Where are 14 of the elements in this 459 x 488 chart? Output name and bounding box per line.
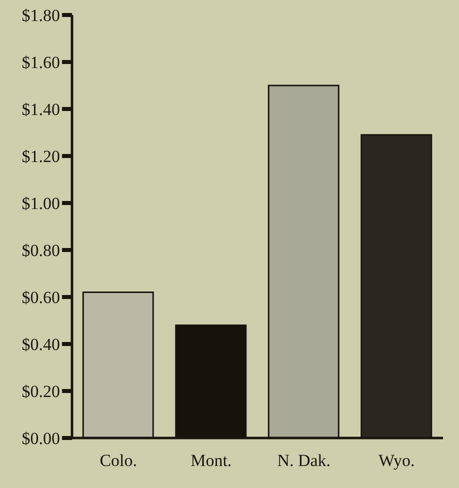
x-tick-label: Mont. xyxy=(190,451,232,470)
x-tick-label: N. Dak. xyxy=(277,451,331,470)
y-tick-label: $1.00 xyxy=(22,194,60,214)
y-tick-label: $0.60 xyxy=(22,288,60,308)
y-tick-label: $1.80 xyxy=(22,6,60,26)
y-tick-label: $1.40 xyxy=(22,100,60,120)
y-tick-label: $1.60 xyxy=(22,53,60,72)
y-tick-label: $0.20 xyxy=(22,382,60,402)
y-tick-label: $0.00 xyxy=(22,429,60,448)
x-tick-label: Wyo. xyxy=(378,451,415,470)
y-tick-label: $0.80 xyxy=(22,241,60,260)
y-tick-label: $1.20 xyxy=(22,147,60,166)
x-tick-label: Colo. xyxy=(100,451,138,470)
y-tick-label: $0.40 xyxy=(22,335,60,354)
